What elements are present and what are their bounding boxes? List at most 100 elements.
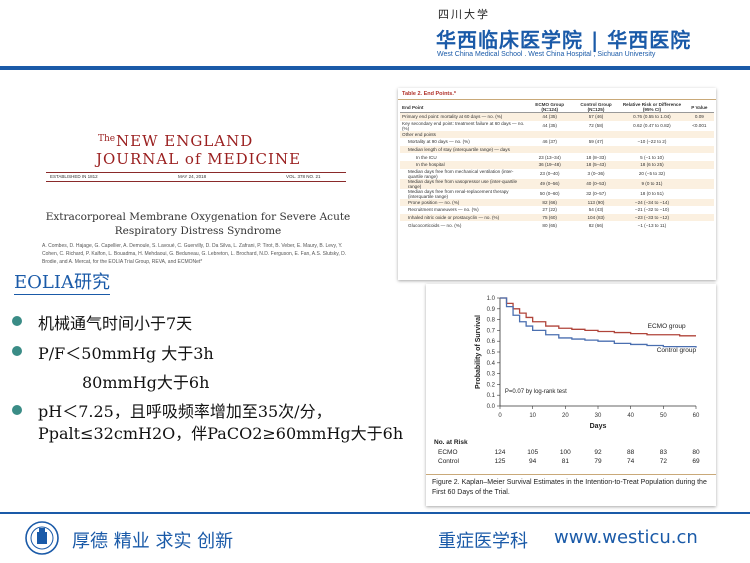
table-row-label: Median days free from renal-replacement … [408, 188, 509, 199]
table-cell: 104 (83) [572, 213, 620, 222]
table-row: Median days free from mechanical ventila… [400, 169, 714, 179]
pvalue-annotation: P=0.07 by log-rank test [505, 389, 567, 395]
table-cell: 44 (35) [542, 123, 557, 129]
table-cell: 82 (66) [588, 222, 604, 228]
table-cell [572, 145, 620, 154]
criterion-pf-ratio: P/F＜50mmHg 大于3h [38, 344, 214, 363]
y-tick-label: 0.5 [487, 350, 496, 356]
footer-motto: 厚德 精业 求实 创新 [72, 531, 234, 552]
at-risk-count: 79 [594, 458, 602, 465]
table-row: Other end points [400, 130, 714, 139]
table-row: Median length of stay (interquartile ran… [400, 145, 714, 154]
table-row-label: Prone position — no. (%) [400, 198, 527, 207]
table-header-cell: P Value [684, 102, 714, 113]
at-risk-count: 69 [692, 458, 700, 465]
table-cell [685, 138, 714, 146]
table-cell: 44 (35) [526, 112, 573, 121]
x-tick-label: 50 [660, 413, 667, 419]
table-row-label: In the hospital [400, 160, 527, 169]
journal-volume: VOL. 378 NO. 21 [286, 174, 321, 179]
table-caption: Table 2. End Points.* [402, 91, 456, 97]
at-risk-count: 81 [562, 458, 570, 465]
table-cell [685, 221, 714, 229]
article-authors: A. Combes, D. Hajage, G. Capellier, A. D… [42, 243, 347, 265]
journal-rule-bottom [46, 181, 346, 182]
table-row-label: Recruitment maneuvers — no. (%) [408, 207, 479, 213]
at-risk-count: 74 [627, 458, 635, 465]
table-header-cell: Relative Risk or Difference (95% CI) [619, 102, 685, 113]
table-cell: 59 (47) [588, 139, 604, 145]
at-risk-count: 72 [660, 458, 668, 465]
table-cell: 72 (58) [588, 123, 604, 129]
bullet-icon [12, 405, 22, 415]
y-axis-label: Probability of Survival [475, 315, 482, 389]
table-cell [684, 160, 714, 169]
at-risk-count: 92 [594, 449, 602, 456]
footer-url[interactable]: www.westicu.cn [554, 527, 698, 548]
table-cell: 3 (0–36) [587, 171, 605, 177]
table-caption-rule [398, 99, 716, 100]
control-survival-curve [500, 297, 697, 348]
table-cell [684, 213, 714, 222]
end-points-table: End Point ECMO Group (N=124) Control Gro… [400, 102, 714, 229]
table-row-label: Other end points [400, 130, 527, 139]
y-tick-label: 0.6 [487, 339, 496, 345]
table-header-cell: Control Group (N=125) [572, 102, 620, 113]
header-divider [0, 66, 750, 70]
x-tick-label: 0 [498, 413, 502, 419]
y-tick-label: 0.7 [487, 328, 496, 334]
table-row-label: Median days free from vasopressor use (i… [400, 178, 527, 189]
table-cell: 50 (0–60) [539, 191, 560, 197]
header-band [0, 0, 750, 70]
table-cell: 80 (65) [542, 222, 557, 228]
eolia-heading: EOLIA研究 [14, 272, 110, 295]
journal-established: ESTABLISHED IN 1812 [50, 174, 98, 179]
x-tick-label: 30 [595, 413, 602, 419]
x-axis-label: Days [590, 423, 607, 430]
table-cell: 82 (66) [526, 198, 573, 207]
table-cell [619, 145, 685, 154]
at-risk-group-name: Control [438, 458, 460, 465]
table-row: In the hospital 36 (19–48) 18 (5–43) 18 (6 … [400, 160, 714, 169]
at-risk-count: 125 [495, 458, 506, 465]
y-tick-label: 0.1 [487, 393, 496, 399]
at-risk-count: 100 [560, 449, 571, 456]
article-title-line1: Extracorporeal Membrane Oxygenation for … [45, 211, 351, 223]
table-row-label: Key secondary end point: treatment failu… [402, 120, 525, 131]
table-cell: 18 (0 to 51) [640, 191, 664, 197]
survival-figure-panel: 0.0 0.1 0.2 0.3 0.4 0.5 0.6 0.7 0.8 0.9 1.0 0 10 20 30… [426, 284, 716, 506]
hospital-name: 华西临床医学院 | 华西医院 [436, 28, 692, 52]
table-cell: 75 (60) [526, 213, 573, 222]
table-row: Mortality at 90 days — no. (%) 46 (37) 59 … [400, 138, 714, 146]
figure-caption: Figure 2. Kaplan–Meier Survival Estimate… [432, 479, 707, 496]
table-row-label: Glucocorticoids — no. (%) [408, 222, 462, 228]
table-cell: 0.62 (0.47 to 0.82) [633, 123, 671, 129]
table-cell: 5 (−1 to 10) [640, 154, 664, 160]
km-chart: 0.0 0.1 0.2 0.3 0.4 0.5 0.6 0.7 0.8 0.9 1.0 0 10 20 30… [434, 296, 700, 465]
journal-title-line1: NEW ENGLAND [116, 132, 254, 150]
table-row-label: Inhaled nitric oxide or prostacyclin — n… [400, 213, 527, 222]
table-cell: 20 (−5 to 32) [638, 171, 666, 177]
bullet-icon [12, 316, 22, 326]
table-cell: 18 (6 to 25) [619, 160, 685, 169]
x-tick-label: 60 [693, 413, 700, 419]
table-cell: −23 (−33 to −12) [619, 213, 685, 222]
table-row-label: Mortality at 90 days — no. (%) [408, 139, 470, 145]
table-cell: 23 (0–40) [539, 171, 560, 177]
table-cell: 36 (19–48) [526, 160, 573, 169]
at-risk-count: 124 [495, 449, 506, 456]
table-cell [685, 206, 714, 214]
table-cell [685, 189, 714, 199]
journal-the: The [98, 134, 116, 144]
y-tick-label: 0.4 [487, 361, 496, 367]
series-label-ecmo: ECMO group [648, 323, 686, 330]
table-cell [685, 153, 714, 161]
table-cell: 40 (0–53) [572, 178, 620, 189]
table-row: Primary end point: mortality at 60 days … [400, 112, 714, 121]
table-cell [526, 145, 573, 154]
table-cell: 0.09 [684, 112, 714, 121]
table-row: Median days free from renal-replacement … [400, 189, 714, 199]
table-cell [619, 130, 685, 139]
criterion-pf-ratio-2: 80mmHg大于6h [82, 373, 210, 392]
table-row: Recruitment maneuvers — no. (%) 27 (22) 54… [400, 206, 714, 214]
